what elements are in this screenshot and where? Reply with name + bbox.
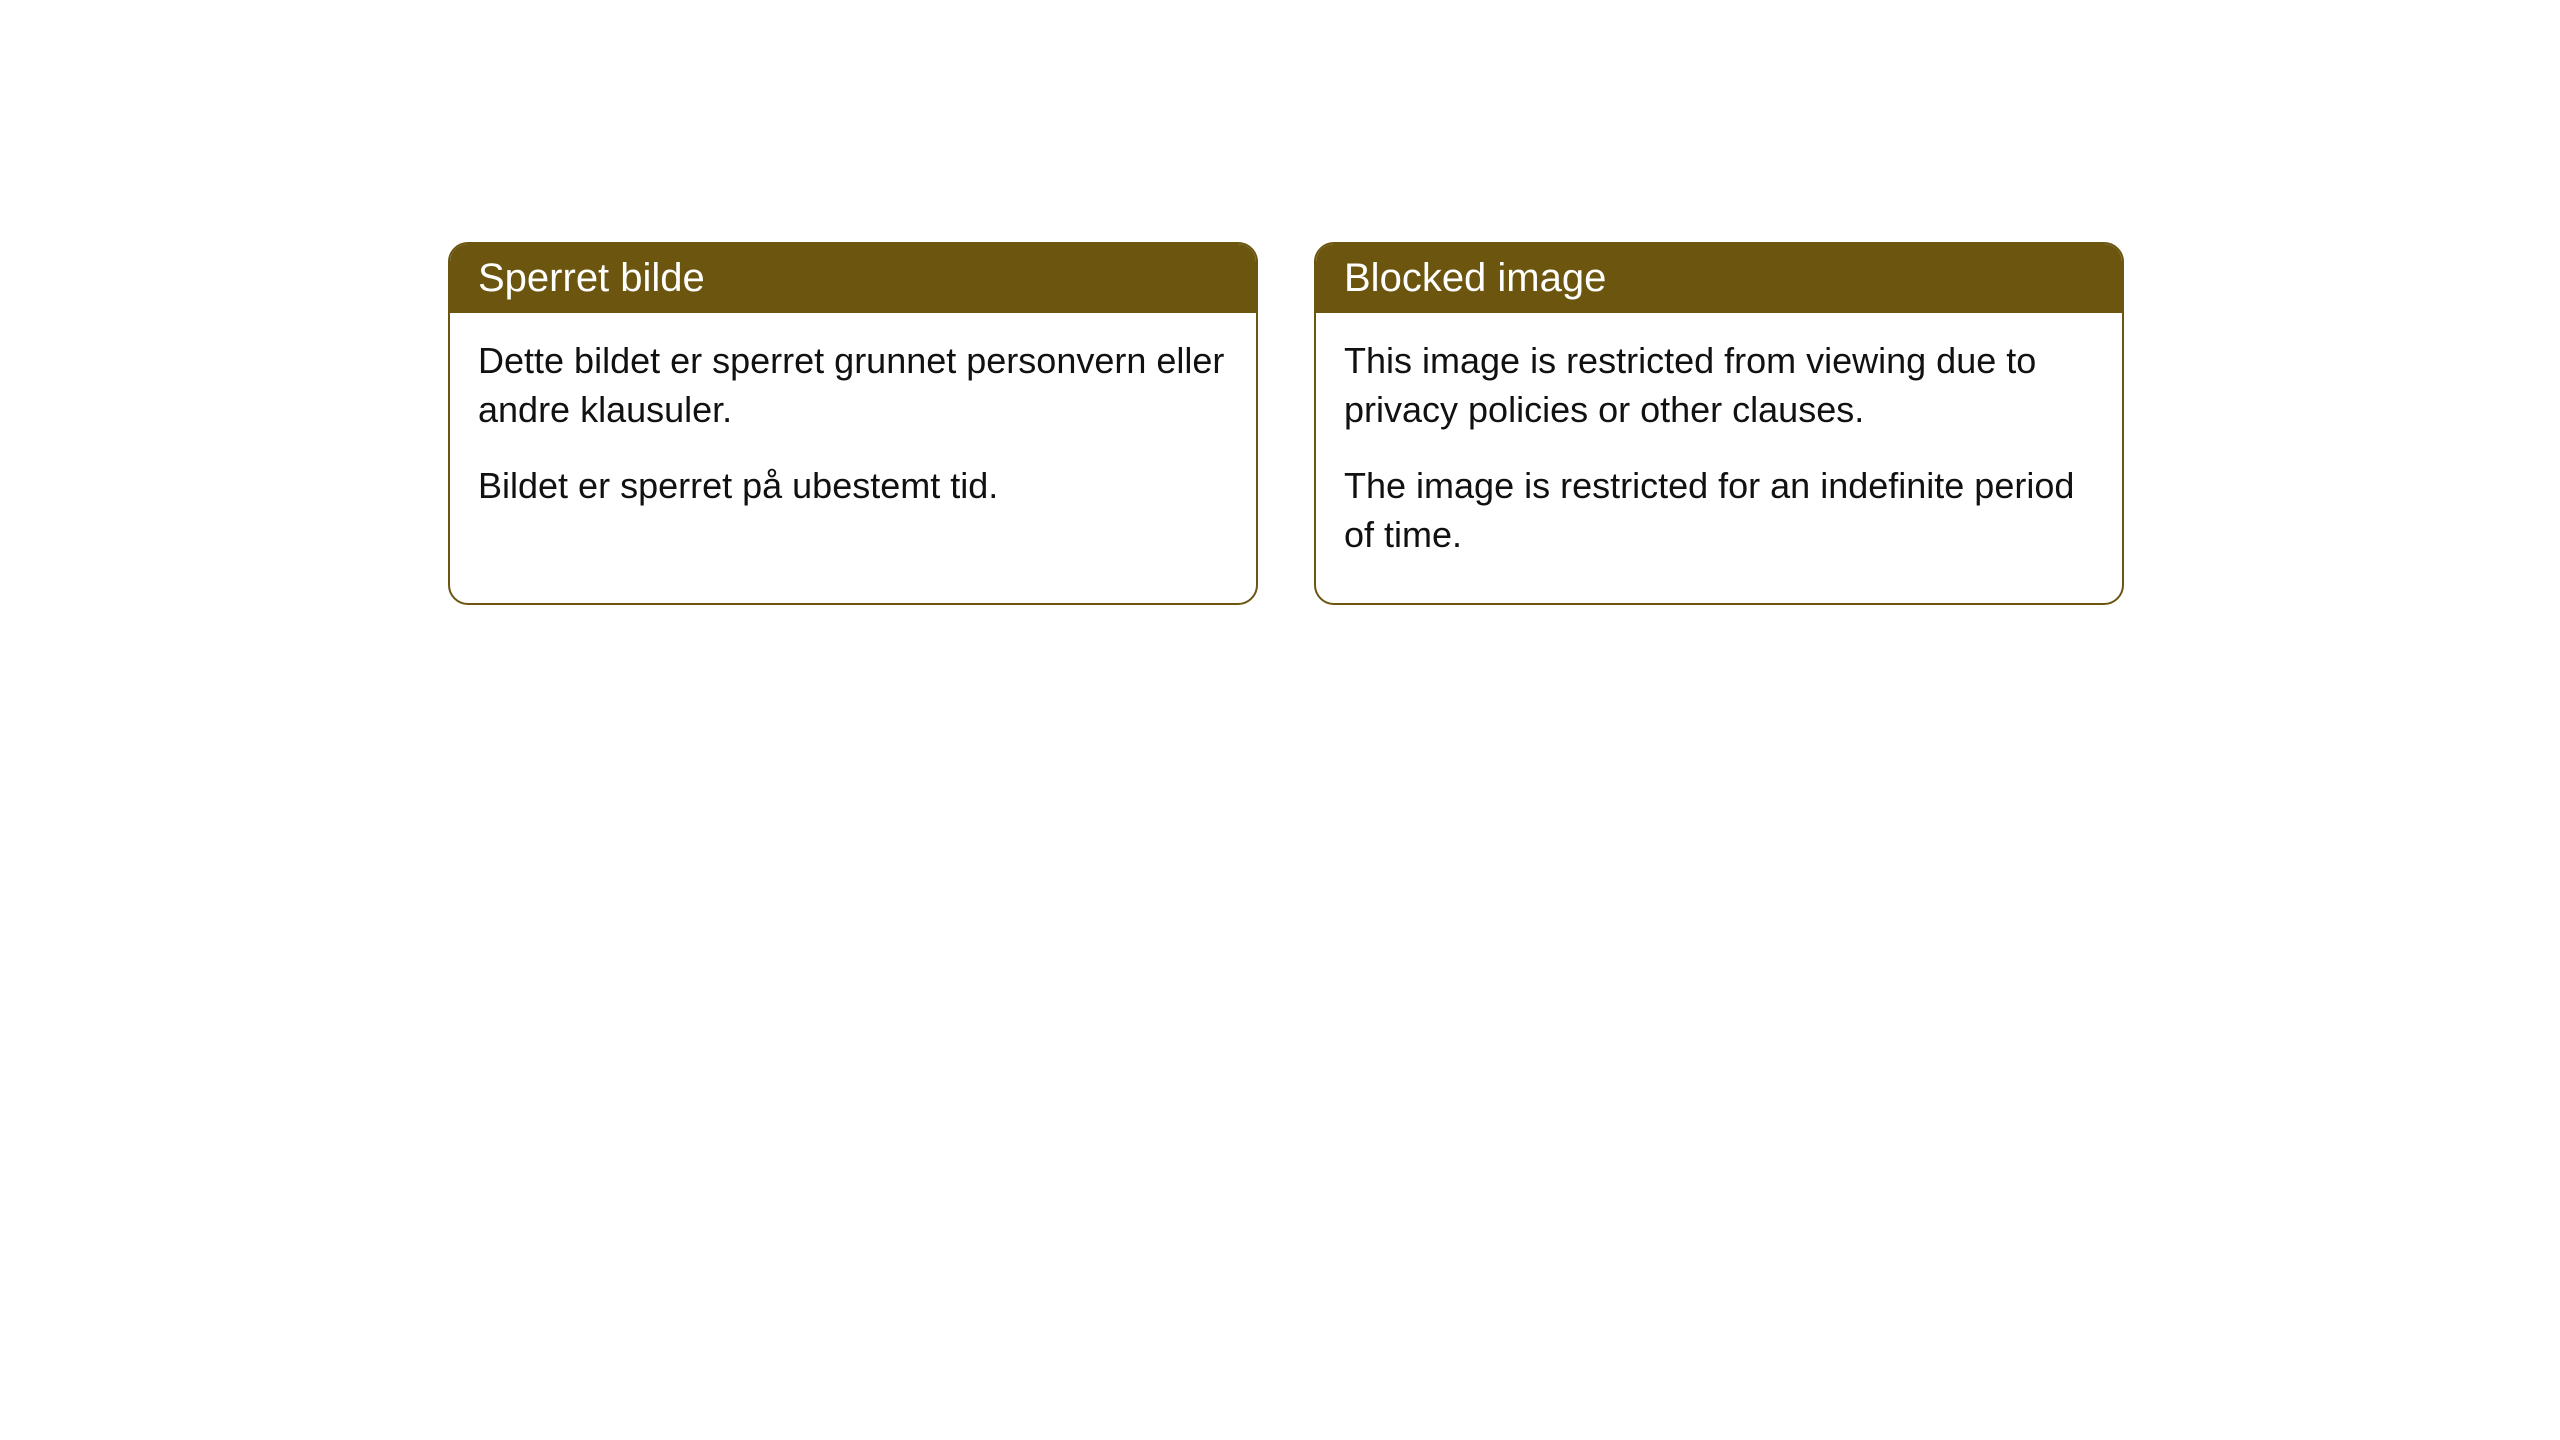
card-paragraph: Dette bildet er sperret grunnet personve… xyxy=(478,337,1228,434)
notice-card-norwegian: Sperret bilde Dette bildet er sperret gr… xyxy=(448,242,1258,605)
card-body: This image is restricted from viewing du… xyxy=(1316,313,2122,603)
card-title: Sperret bilde xyxy=(478,256,705,300)
card-body: Dette bildet er sperret grunnet personve… xyxy=(450,313,1256,555)
card-paragraph: Bildet er sperret på ubestemt tid. xyxy=(478,462,1228,511)
card-header: Sperret bilde xyxy=(450,244,1256,313)
card-paragraph: This image is restricted from viewing du… xyxy=(1344,337,2094,434)
card-paragraph: The image is restricted for an indefinit… xyxy=(1344,462,2094,559)
card-title: Blocked image xyxy=(1344,256,1606,300)
notice-card-english: Blocked image This image is restricted f… xyxy=(1314,242,2124,605)
card-header: Blocked image xyxy=(1316,244,2122,313)
notice-cards-container: Sperret bilde Dette bildet er sperret gr… xyxy=(448,242,2124,605)
